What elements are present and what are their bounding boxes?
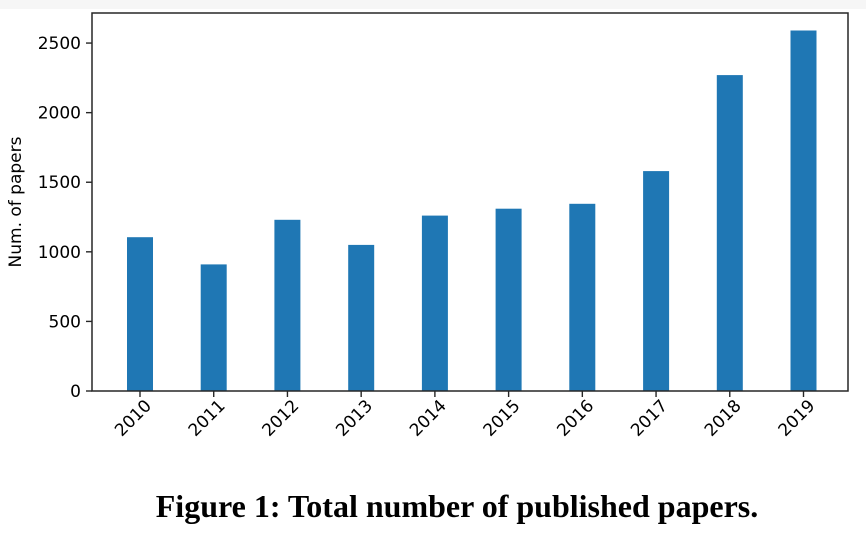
bar-2019 [790, 30, 817, 391]
bar-chart: 0 500 1000 1500 2000 2500 2010 2011 2012 2013 2014… [6, 12, 849, 441]
x-axis-tick-label: 2016 [553, 396, 598, 441]
y-axis-tick-label: 0 [70, 382, 81, 402]
x-axis-tick-label: 2012 [259, 396, 304, 441]
y-axis-tick-label: 500 [49, 312, 81, 332]
bar-2017 [643, 171, 670, 391]
y-axis-tick-label: 2000 [38, 104, 81, 124]
x-axis-tick-label: 2018 [701, 396, 746, 441]
x-axis-tick-label: 2017 [627, 396, 672, 441]
bar-2013 [348, 244, 375, 391]
bar-chart-svg: 0 500 1000 1500 2000 2500 2010 2011 2012 2013 2014… [6, 12, 849, 441]
y-axis-label: Num. of papers [6, 136, 26, 267]
x-axis-tick-label: 2019 [775, 396, 820, 441]
x-axis-tick-label: 2013 [332, 396, 377, 441]
bar-2010 [127, 237, 153, 391]
x-axis-tick-label: 2015 [480, 396, 525, 441]
x-axis-tick-label: 2014 [406, 396, 451, 441]
x-axis-tick-label: 2010 [111, 396, 156, 441]
bar-2016 [569, 203, 596, 391]
bar-2015 [495, 208, 522, 391]
plot-border [91, 12, 849, 392]
bar-2012 [274, 219, 301, 391]
bar-2018 [716, 75, 743, 391]
y-axis-tick-label: 1000 [38, 243, 81, 263]
figure-caption: Figure 1: Total number of published pape… [155, 488, 759, 524]
bar-2014 [421, 215, 448, 391]
y-axis-tick-label: 2500 [38, 34, 81, 54]
page-top-edge [0, 0, 866, 9]
y-axis-tick-label: 1500 [38, 173, 81, 193]
bar-2011 [200, 264, 227, 391]
x-axis-tick-label: 2011 [185, 396, 230, 441]
